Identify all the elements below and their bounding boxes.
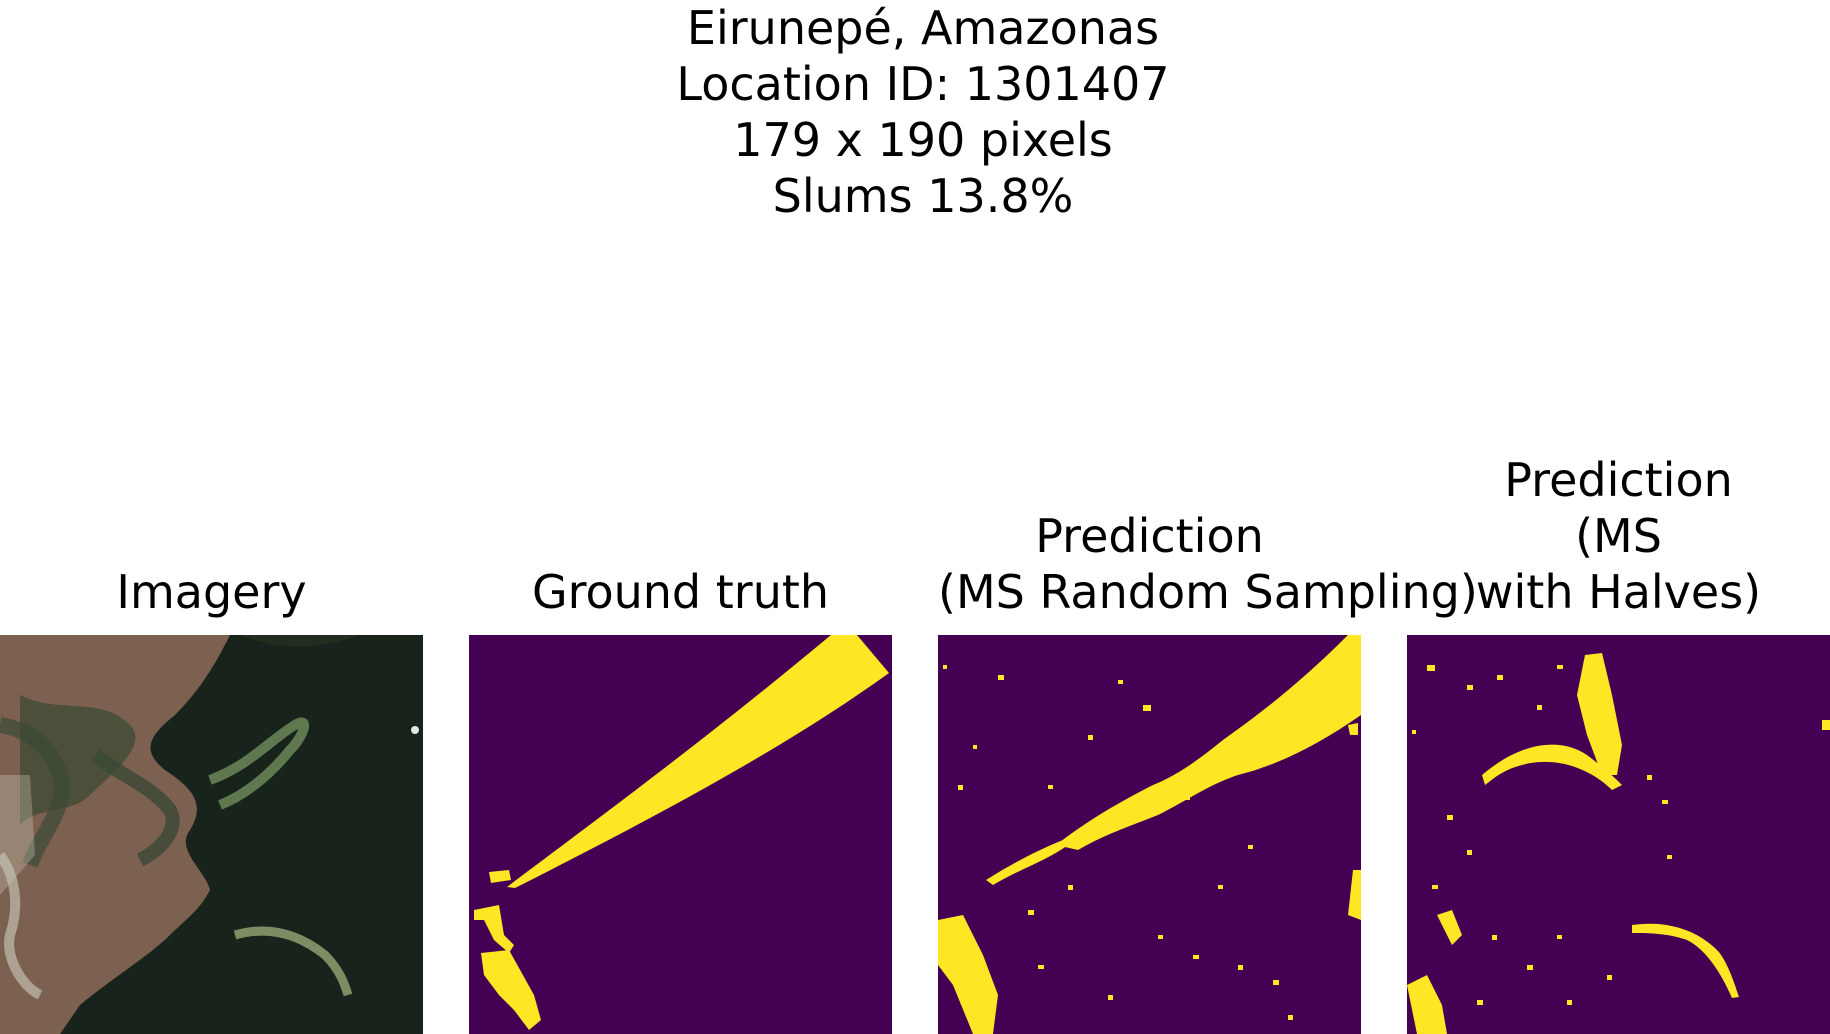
prediction-halves-title: Prediction (MS with Halves) xyxy=(1475,453,1762,619)
prediction-halves-panel xyxy=(1407,635,1830,1034)
title-location-id: Location ID: 1301407 xyxy=(676,57,1170,111)
ground-truth-panel xyxy=(469,635,892,1034)
ground-truth-mask xyxy=(469,635,892,1034)
imagery-title: Imagery xyxy=(116,565,307,619)
title-dimensions: 179 x 190 pixels xyxy=(733,113,1113,167)
satellite-image xyxy=(0,635,423,1034)
figure-title: Eirunepé, Amazonas Location ID: 1301407 … xyxy=(0,0,1830,224)
ground-truth-title: Ground truth xyxy=(531,565,830,619)
imagery-panel xyxy=(0,635,423,1034)
title-location: Eirunepé, Amazonas xyxy=(686,1,1160,55)
prediction-random-sampling-mask xyxy=(938,635,1361,1034)
prediction-random-sampling-panel xyxy=(938,635,1361,1034)
prediction-halves-mask xyxy=(1407,635,1830,1034)
prediction-random-sampling-title: Prediction (MS Random Sampling) xyxy=(938,509,1478,619)
title-slum-percentage: Slums 13.8% xyxy=(772,169,1074,223)
